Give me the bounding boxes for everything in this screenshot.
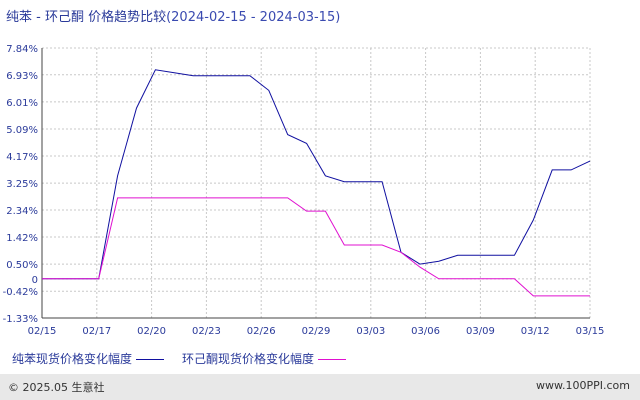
x-tick-label: 02/20	[137, 326, 166, 337]
series-line-2	[42, 197, 590, 297]
x-tick-label: 03/06	[411, 326, 440, 337]
site-url-link[interactable]: www.100PPI.com	[536, 379, 630, 392]
x-tick-label: 03/03	[356, 326, 385, 337]
x-tick-label: 03/15	[576, 326, 605, 337]
legend: 纯苯现货价格变化幅度 环己酮现货价格变化幅度	[12, 350, 364, 367]
y-tick-label: 3.25%	[6, 179, 38, 190]
x-tick-label: 02/29	[302, 326, 331, 337]
y-tick-label: 0	[32, 275, 38, 286]
legend-swatch	[318, 359, 347, 360]
y-tick-label: 7.84%	[6, 44, 38, 55]
legend-label: 环己酮现货价格变化幅度	[182, 352, 315, 366]
x-tick-label: 03/09	[466, 326, 495, 337]
copyright-text: © 2025.05 生意社	[8, 381, 105, 394]
legend-item-2: 环己酮现货价格变化幅度	[182, 350, 347, 367]
y-tick-label: 6.01%	[6, 98, 38, 109]
series-line-1	[42, 69, 591, 280]
chart-title: 纯苯 - 环己酮 价格趋势比较(2024-02-15 - 2024-03-15)	[6, 6, 340, 25]
y-tick-label: 5.09%	[6, 125, 38, 136]
y-tick-label: 4.17%	[6, 152, 38, 163]
x-tick-label: 02/23	[192, 326, 221, 337]
y-tick-label: -1.33%	[3, 314, 38, 325]
x-tick-label: 02/17	[82, 326, 111, 337]
x-tick-label: 02/26	[247, 326, 276, 337]
legend-item-1: 纯苯现货价格变化幅度	[12, 350, 165, 367]
chart-date-range: (2024-02-15 - 2024-03-15)	[166, 10, 341, 25]
y-tick-label: 0.50%	[6, 260, 38, 271]
x-tick-label: 03/12	[521, 326, 550, 337]
y-tick-label: 2.34%	[6, 206, 38, 217]
chart-title-text: 纯苯 - 环己酮 价格趋势比较	[6, 10, 167, 25]
legend-swatch	[136, 359, 165, 360]
y-tick-label: 6.93%	[6, 71, 38, 82]
x-tick-label: 02/15	[28, 326, 57, 337]
y-tick-label: -0.42%	[3, 287, 38, 298]
footer: © 2025.05 生意社 www.100PPI.com	[0, 374, 640, 400]
legend-label: 纯苯现货价格变化幅度	[12, 352, 133, 366]
y-tick-label: 1.42%	[6, 233, 38, 244]
